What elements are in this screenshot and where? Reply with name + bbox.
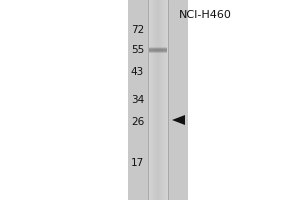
Text: 72: 72: [131, 25, 144, 35]
Text: 34: 34: [131, 95, 144, 105]
Text: 26: 26: [131, 117, 144, 127]
Text: 55: 55: [131, 45, 144, 55]
Polygon shape: [172, 115, 185, 125]
Text: 43: 43: [131, 67, 144, 77]
Text: 17: 17: [131, 158, 144, 168]
Text: NCI-H460: NCI-H460: [178, 10, 231, 20]
